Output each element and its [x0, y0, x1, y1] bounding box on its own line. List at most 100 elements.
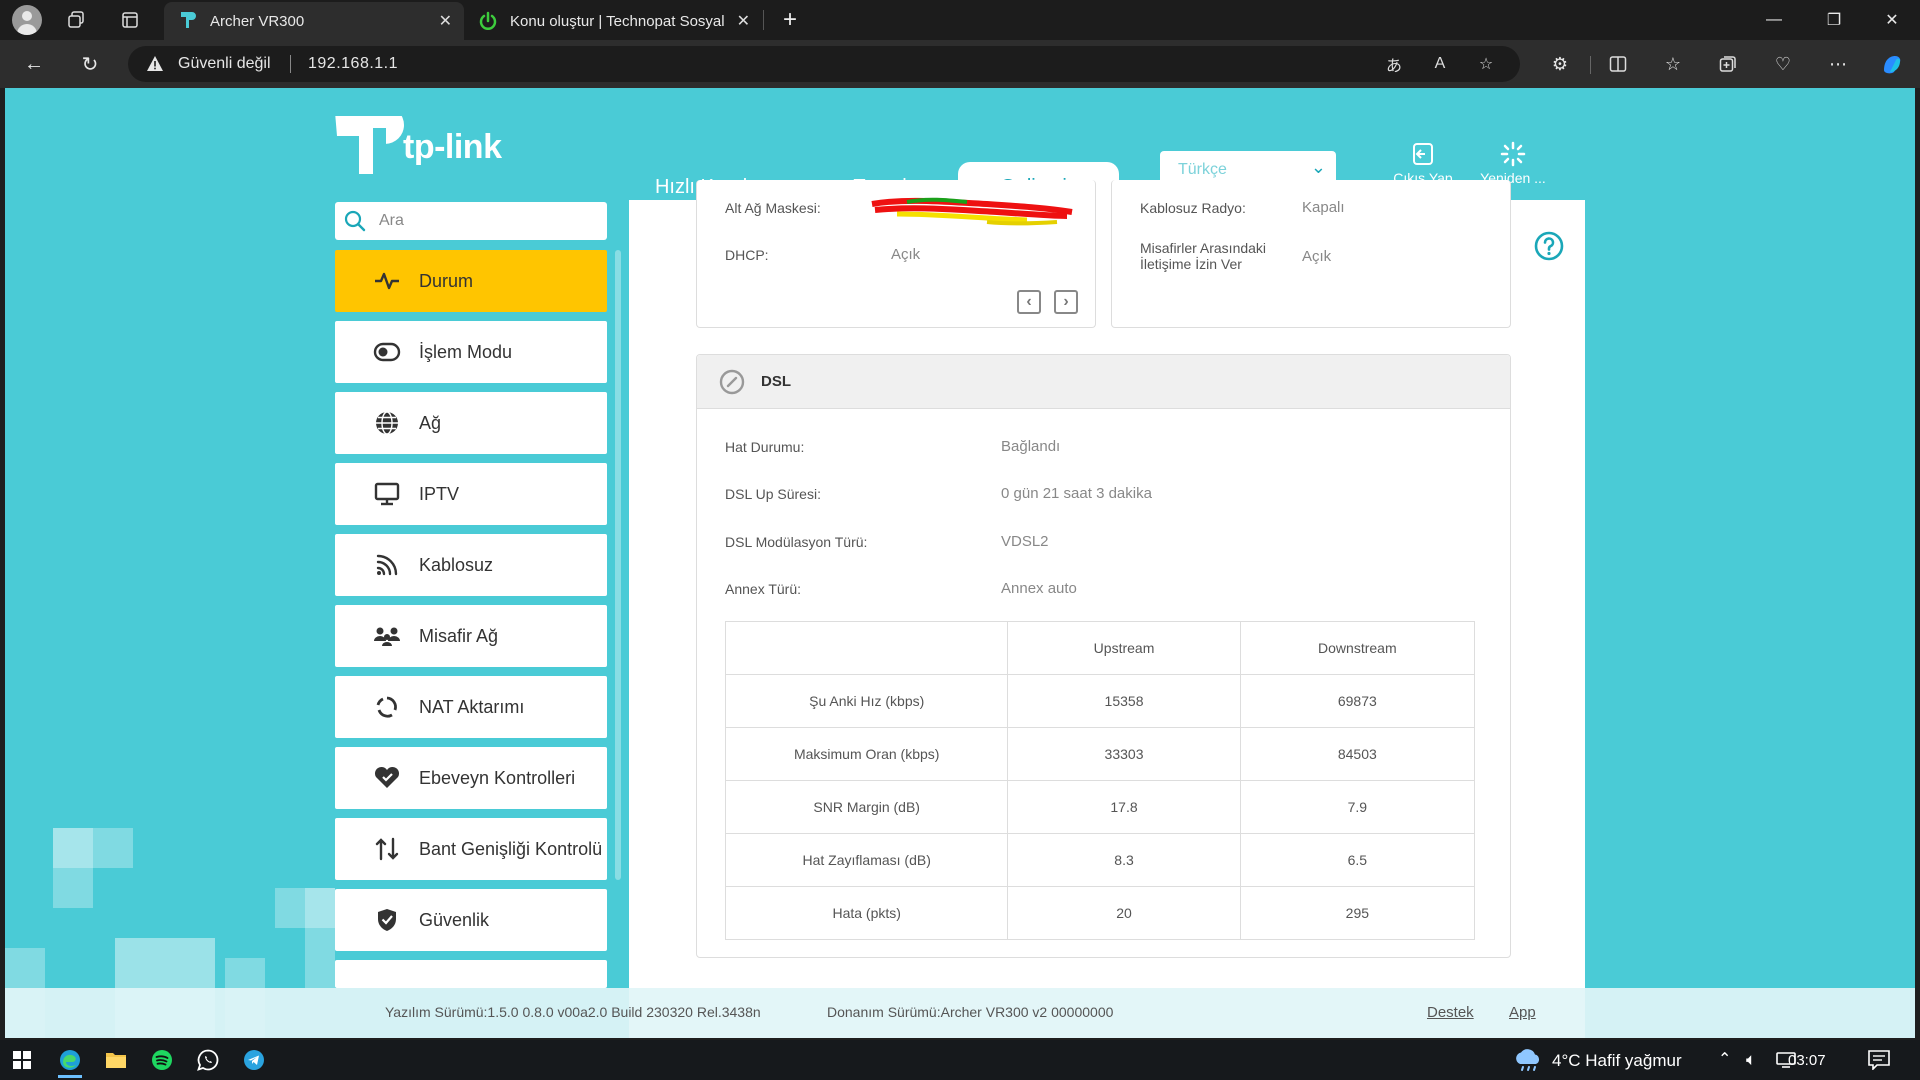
telegram-icon[interactable]	[238, 1044, 270, 1076]
sidebar-item-status[interactable]: Durum	[335, 250, 607, 312]
search-placeholder: Ara	[379, 212, 404, 229]
table-cell: Hat Zayıflaması (dB)	[724, 833, 1009, 887]
favorite-star-icon[interactable]: ☆	[1478, 56, 1494, 73]
background-decoration	[275, 888, 335, 928]
sidebar-item-operation-mode[interactable]: İşlem Modu	[335, 321, 607, 383]
chevron-up-icon[interactable]: ⌃	[1718, 1051, 1732, 1068]
workspaces-icon[interactable]	[62, 6, 90, 34]
page-footer: Yazılım Sürümü:1.5.0 0.8.0 v00a2.0 Build…	[5, 988, 1915, 1038]
pulse-icon	[373, 267, 401, 295]
sidebar-item-nat[interactable]: NAT Aktarımı	[335, 676, 607, 738]
dsl-uptime-value: 0 gün 21 saat 3 dakika	[1001, 485, 1152, 502]
speaker-icon[interactable]: 🔈︎	[1746, 1050, 1757, 1069]
table-header-cell: Downstream	[1239, 621, 1476, 675]
minimize-button[interactable]: —	[1766, 11, 1782, 28]
sidebar-item-wireless[interactable]: Kablosuz	[335, 534, 607, 596]
app-link[interactable]: App	[1509, 1004, 1536, 1021]
security-label[interactable]: Güvenli değil	[178, 55, 271, 72]
subnet-mask-label: Alt Ağ Maskesi:	[725, 200, 821, 216]
annex-value: Annex auto	[1001, 580, 1077, 597]
more-menu-icon[interactable]: ⋯	[1829, 53, 1847, 74]
new-tab-button[interactable]: +	[782, 6, 797, 33]
reboot-icon	[1500, 141, 1526, 167]
split-screen-icon[interactable]	[1604, 50, 1632, 78]
wireless-radio-label: Kablosuz Radyo:	[1140, 200, 1246, 216]
sidebar-item-label: Kablosuz	[419, 554, 494, 575]
sidebar-item-label: Misafir Ağ	[419, 625, 499, 646]
windows-start-icon[interactable]	[6, 1044, 38, 1076]
sidebar-item-label: Ebeveyn Kontrolleri	[419, 767, 576, 788]
menu-search-input[interactable]: Ara	[335, 202, 607, 240]
extensions-icon[interactable]: ⚙	[1551, 53, 1569, 74]
network-icon[interactable]	[1776, 1052, 1796, 1068]
table-cell: 20	[1007, 886, 1241, 940]
sidebar-item-partial[interactable]	[335, 960, 607, 988]
table-cell: Hata (pkts)	[724, 886, 1009, 940]
table-row: Şu Anki Hız (kbps) 15358 69873	[724, 674, 1476, 728]
refresh-button[interactable]: ↻	[81, 53, 99, 76]
table-cell: 69873	[1239, 674, 1476, 728]
guest-isolation-label: Misafirler Arasındaki	[1140, 240, 1267, 256]
windows-taskbar: 4°C Hafif yağmur ⌃ 🔈︎ 03:07	[0, 1040, 1920, 1080]
close-window-button[interactable]: ✕	[1885, 12, 1899, 29]
tab-title: Konu oluştur | Technopat Sosyal	[510, 12, 725, 30]
warning-icon	[147, 56, 163, 71]
tab-technopat[interactable]: Konu oluştur | Technopat Sosyal ✕	[464, 2, 762, 40]
line-status-value: Bağlandı	[1001, 438, 1061, 455]
read-aloud-icon[interactable]: A	[1434, 55, 1446, 72]
previous-page-button[interactable]: ‹	[1017, 290, 1041, 314]
table-cell: SNR Margin (dB)	[724, 780, 1009, 834]
whatsapp-icon[interactable]	[192, 1044, 224, 1076]
sidebar-item-parental-controls[interactable]: Ebeveyn Kontrolleri	[335, 747, 607, 809]
updown-arrows-icon	[373, 835, 401, 863]
edge-taskbar-icon[interactable]	[54, 1044, 86, 1078]
help-icon[interactable]	[1533, 230, 1565, 262]
notification-icon[interactable]	[1868, 1050, 1890, 1070]
copilot-icon[interactable]	[1878, 50, 1906, 78]
main-content: Alt Ağ Maskesi: DHCP: Açık ‹ › Kablosuz …	[629, 180, 1585, 1038]
logout-icon	[1413, 143, 1433, 165]
sidebar-item-security[interactable]: Güvenlik	[335, 889, 607, 951]
sidebar-item-network[interactable]: Ağ	[335, 392, 607, 454]
next-page-button[interactable]: ›	[1054, 290, 1078, 314]
browser-essentials-icon[interactable]: ♡	[1774, 53, 1792, 74]
tab-archer[interactable]: Archer VR300 ✕	[164, 2, 464, 40]
collections-icon[interactable]	[1714, 50, 1742, 78]
table-cell: 8.3	[1007, 833, 1241, 887]
sidebar-scrollbar[interactable]	[615, 250, 621, 880]
browser-toolbar: ← ↻ Güvenli değil 192.168.1.1 あ A ☆ ⚙ ☆ …	[0, 40, 1920, 88]
tab-actions-icon[interactable]	[116, 6, 144, 34]
close-tab-icon[interactable]: ✕	[736, 13, 750, 30]
dsl-uptime-label: DSL Up Süresi:	[725, 486, 821, 502]
file-explorer-icon[interactable]	[100, 1044, 132, 1076]
sidebar-item-iptv[interactable]: IPTV	[335, 463, 607, 525]
software-version: Yazılım Sürümü:1.5.0 0.8.0 v00a2.0 Build…	[385, 1004, 761, 1020]
guest-isolation-label-2: İletişime İzin Ver	[1140, 256, 1242, 272]
profile-avatar[interactable]	[12, 5, 42, 35]
close-tab-icon[interactable]: ✕	[438, 13, 452, 30]
sidebar-item-guest-network[interactable]: Misafir Ağ	[335, 605, 607, 667]
dsl-title: DSL	[761, 373, 791, 390]
translate-icon[interactable]: あ	[1385, 58, 1402, 75]
support-link[interactable]: Destek	[1427, 1004, 1474, 1021]
back-button[interactable]: ←	[24, 52, 44, 75]
spotify-icon[interactable]	[146, 1044, 178, 1076]
sidebar-item-bandwidth-control[interactable]: Bant Genişliği Kontrolü	[335, 818, 607, 880]
table-cell: 15358	[1007, 674, 1241, 728]
shield-icon	[373, 906, 401, 934]
favorites-icon[interactable]: ☆	[1664, 53, 1682, 74]
clock[interactable]: 03:07	[1788, 1052, 1826, 1069]
sidebar-item-label: Ağ	[419, 412, 442, 433]
hardware-version: Donanım Sürümü:Archer VR300 v2 00000000	[827, 1004, 1114, 1020]
weather-text: 4°C Hafif yağmur	[1552, 1051, 1682, 1070]
heart-icon	[373, 764, 401, 792]
table-row: SNR Margin (dB) 17.8 7.9	[724, 780, 1476, 834]
restore-button[interactable]: ❐	[1826, 12, 1842, 29]
tab-title: Archer VR300	[210, 12, 305, 30]
url-text[interactable]: 192.168.1.1	[308, 55, 399, 72]
address-bar[interactable]: Güvenli değil 192.168.1.1 あ A ☆	[128, 46, 1520, 82]
background-decoration	[305, 888, 335, 988]
toggle-icon	[373, 338, 401, 366]
table-cell: 33303	[1007, 727, 1241, 781]
brand-name: tp-link	[403, 128, 502, 166]
